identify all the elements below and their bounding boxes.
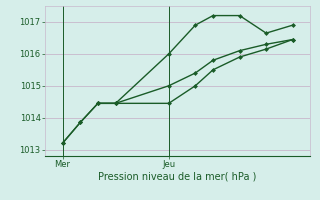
X-axis label: Pression niveau de la mer( hPa ): Pression niveau de la mer( hPa ) (99, 172, 257, 182)
